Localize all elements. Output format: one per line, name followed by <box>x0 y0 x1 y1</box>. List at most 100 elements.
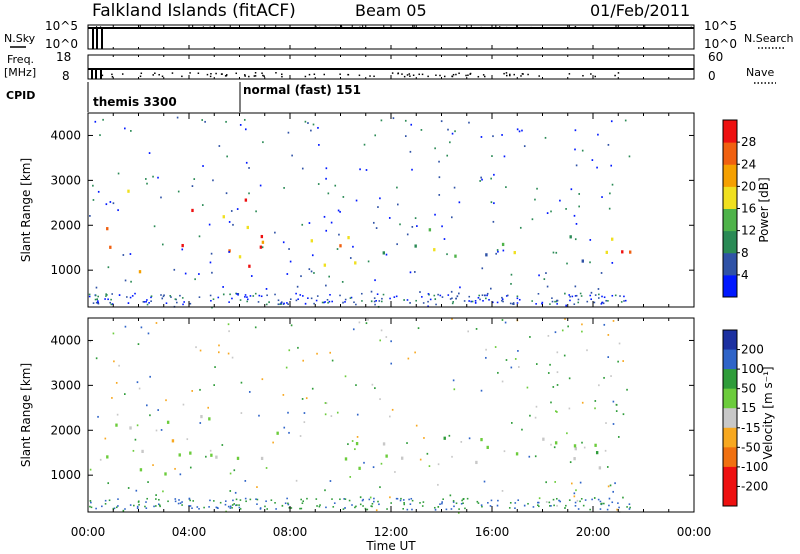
noise-cell <box>328 275 330 278</box>
ground-cell <box>324 301 326 303</box>
noise-cell <box>531 218 534 221</box>
ground-cell <box>319 504 321 506</box>
ground-cell <box>453 505 455 508</box>
ground-cell <box>158 504 161 507</box>
nave-dot <box>397 72 400 74</box>
ground-cell <box>586 300 589 303</box>
data-cell <box>573 457 576 461</box>
ground-cell <box>389 297 391 300</box>
noise-cell <box>626 388 628 391</box>
ground-cell <box>461 499 463 502</box>
ground-cell <box>441 501 443 503</box>
ground-cell <box>288 507 291 509</box>
noise-cell <box>552 251 555 254</box>
ground-cell <box>300 498 302 501</box>
ground-cell <box>437 293 439 296</box>
noise-cell <box>458 292 460 295</box>
ground-cell <box>327 301 329 304</box>
nave-dot <box>477 75 480 78</box>
ground-cell <box>371 505 373 508</box>
noise-cell <box>304 120 307 123</box>
ground-cell <box>212 298 215 301</box>
ground-cell <box>551 297 553 299</box>
noise-cell <box>248 167 250 169</box>
data-cell <box>115 423 118 427</box>
ground-cell <box>343 498 345 500</box>
noise-cell <box>380 329 383 332</box>
nave-dot <box>509 73 511 76</box>
noise-cell <box>611 261 614 264</box>
noise-cell <box>437 483 439 486</box>
noise-cell <box>523 504 526 507</box>
noise-cell <box>240 381 243 384</box>
noise-cell <box>379 398 381 401</box>
data-cell <box>443 436 446 440</box>
power-colorbar-tick-label: 16 <box>741 202 756 216</box>
noise-cell <box>311 254 314 257</box>
noise-cell <box>214 366 216 368</box>
nave-dot <box>189 72 191 74</box>
noise-cell <box>450 216 453 219</box>
noise-cell <box>297 346 299 349</box>
ground-cell <box>235 498 238 501</box>
noise-cell <box>611 183 614 186</box>
noise-cell <box>148 152 151 154</box>
noise-cell <box>310 129 312 132</box>
noise-cell <box>161 243 164 246</box>
ground-cell <box>92 302 95 304</box>
nave-dot <box>281 73 283 76</box>
noise-cell <box>434 298 437 301</box>
data-cell <box>248 264 251 268</box>
ground-cell <box>146 299 148 301</box>
ground-cell <box>315 498 318 500</box>
noise-cell <box>134 438 137 441</box>
noise-cell <box>564 507 566 509</box>
noise-cell <box>230 210 233 212</box>
noise-cell <box>228 221 231 223</box>
noise-cell <box>193 178 196 180</box>
nave-dot <box>458 72 460 75</box>
noise-cell <box>452 379 455 382</box>
data-cell <box>480 438 483 442</box>
nave-dot <box>254 75 257 77</box>
noise-cell <box>564 292 566 295</box>
ground-cell <box>137 501 140 503</box>
noise-cell <box>342 196 345 198</box>
noise-cell <box>449 141 451 144</box>
ground-cell <box>244 296 246 298</box>
noise-cell <box>597 288 600 290</box>
noise-cell <box>454 130 456 133</box>
ground-cell <box>266 294 268 297</box>
noise-cell <box>160 429 163 431</box>
noise-cell <box>460 441 463 443</box>
ground-cell <box>318 505 321 508</box>
data-cell <box>485 253 488 257</box>
noise-cell <box>579 481 582 484</box>
noise-cell <box>92 184 94 187</box>
ground-cell <box>535 303 537 305</box>
noise-cell <box>437 505 440 508</box>
noise-right-label: N.Search <box>744 32 794 45</box>
noise-cell <box>262 141 264 144</box>
noise-cell <box>127 302 130 305</box>
ground-cell <box>157 503 160 506</box>
ground-cell <box>280 302 282 305</box>
nave-dot <box>347 73 350 76</box>
noise-cell <box>411 168 413 171</box>
ground-cell <box>188 498 191 500</box>
noise-cell <box>367 318 369 321</box>
data-cell <box>260 234 264 239</box>
noise-cell <box>446 154 449 157</box>
nave-dot <box>244 75 246 77</box>
power-panel: 1000 2000 3000 4000 Slant Range [km] 4 8 1… <box>19 112 771 309</box>
ground-cell <box>104 298 106 300</box>
noise-cell <box>359 168 361 171</box>
ground-cell <box>274 293 276 296</box>
noise-cell <box>379 197 381 200</box>
noise-cell <box>207 406 209 409</box>
noise-panel: 10^5 10^0 10^5 10^0 N.Sky N.Search <box>4 19 794 51</box>
noise-cell <box>344 375 347 378</box>
ground-cell <box>163 294 165 297</box>
data-cell <box>454 254 457 258</box>
noise-cell <box>529 414 531 417</box>
